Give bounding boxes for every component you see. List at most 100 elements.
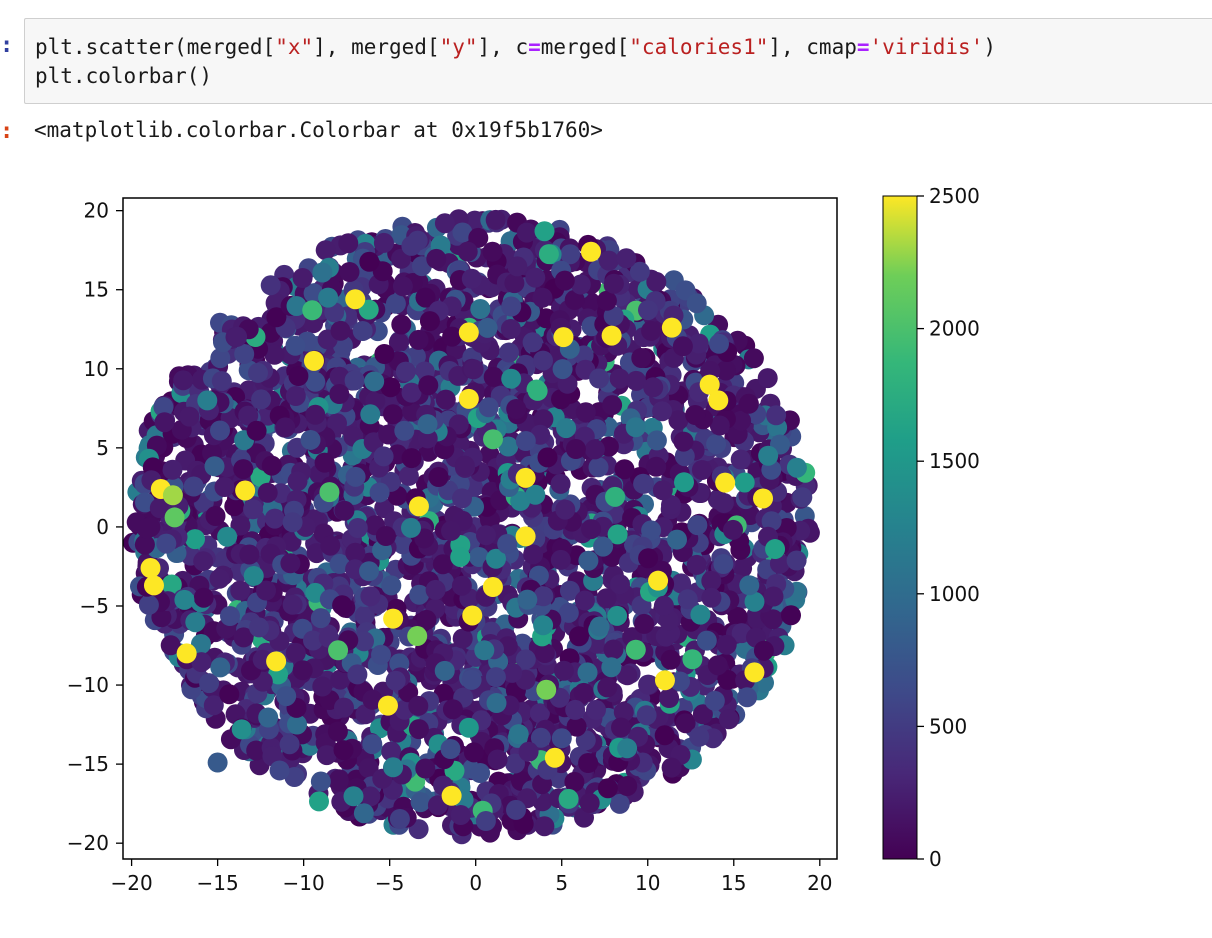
code-cell[interactable]: plt.scatter(merged["x"], merged["y"], c=… — [24, 18, 1212, 104]
scatter-point — [441, 520, 461, 541]
scatter-point — [264, 344, 285, 365]
scatter-point — [601, 657, 622, 678]
scatter-point — [377, 695, 398, 716]
scatter-point — [593, 536, 614, 557]
scatter-point — [573, 682, 594, 703]
scatter-point — [564, 289, 585, 310]
scatter-point — [603, 639, 624, 660]
scatter-point — [233, 627, 254, 648]
scatter-point — [565, 699, 586, 720]
scatter-point — [269, 760, 290, 781]
scatter-point — [463, 359, 484, 380]
scatter-point — [149, 498, 170, 519]
scatter-point — [515, 431, 536, 451]
scatter-point — [362, 689, 383, 710]
scatter-point — [740, 505, 761, 525]
code-token: = — [528, 35, 541, 59]
scatter-point — [660, 649, 681, 670]
y-tick-label: 0 — [96, 515, 109, 539]
scatter-point — [164, 507, 185, 528]
scatter-point — [655, 626, 676, 647]
scatter-point — [383, 404, 403, 425]
scatter-point — [636, 705, 657, 726]
scatter-point — [555, 499, 576, 520]
scatter-point — [319, 482, 340, 503]
scatter-point — [210, 420, 230, 441]
scatter-point — [565, 439, 586, 459]
scatter-point — [558, 788, 579, 809]
colorbar-tick-label: 1000 — [929, 582, 980, 606]
scatter-point — [515, 649, 536, 670]
scatter-point — [320, 535, 341, 556]
scatter-point — [265, 293, 286, 313]
scatter-point — [374, 344, 395, 364]
scatter-point — [580, 241, 601, 262]
scatter-point — [224, 496, 245, 517]
scatter-point — [659, 688, 680, 708]
scatter-point — [597, 778, 618, 799]
scatter-point — [677, 589, 698, 610]
scatter-point — [266, 651, 287, 672]
scatter-point — [474, 640, 495, 661]
scatter-point — [654, 725, 675, 746]
scatter-point — [261, 455, 282, 476]
scatter-point — [136, 518, 157, 539]
scatter-point — [338, 233, 359, 254]
scatter-point — [285, 386, 306, 406]
scatter-point — [279, 734, 300, 755]
scatter-point — [358, 299, 379, 320]
scatter-point — [614, 459, 635, 480]
scatter-point — [536, 679, 557, 700]
code-token: ], cmap — [768, 35, 857, 59]
x-tick-label: 0 — [469, 871, 482, 895]
scatter-point — [556, 418, 577, 439]
scatter-point — [685, 405, 706, 425]
scatter-point — [483, 366, 504, 387]
scatter-point — [530, 727, 551, 748]
scatter-point — [718, 709, 739, 730]
code-editor[interactable]: plt.scatter(merged["x"], merged["y"], c=… — [35, 33, 996, 91]
scatter-point — [686, 293, 707, 314]
scatter-point — [554, 270, 575, 291]
scatter-point — [533, 350, 553, 371]
scatter-point — [435, 389, 456, 410]
scatter-figure: −20 −15 −10 −5 0 5 10 15 20 20151050−5−10−15−20 … — [67, 184, 980, 895]
scatter-point — [510, 491, 531, 511]
scatter-point — [378, 424, 399, 445]
scatter-point — [329, 366, 350, 387]
scatter-point — [529, 703, 550, 724]
scatter-point — [551, 728, 572, 749]
scatter-point — [753, 488, 774, 509]
scatter-point — [345, 542, 366, 563]
scatter-point — [715, 472, 736, 493]
scatter-point — [288, 366, 309, 386]
scatter-point — [570, 274, 591, 295]
scatter-point — [205, 506, 226, 526]
scatter-point — [310, 608, 331, 629]
scatter-point — [302, 300, 323, 321]
scatter-point — [675, 713, 696, 734]
scatter-point — [616, 248, 637, 269]
scatter-point — [193, 551, 214, 572]
scatter-point — [527, 380, 548, 401]
scatter-point — [339, 262, 360, 282]
scatter-point — [415, 758, 436, 779]
scatter-point — [359, 251, 380, 272]
scatter-point — [243, 499, 264, 520]
scatter-point — [625, 639, 646, 660]
scatter-point — [359, 561, 380, 582]
scatter-point — [185, 529, 205, 550]
scatter-point — [316, 745, 337, 766]
colorbar-tick-label: 2000 — [929, 317, 980, 341]
scatter-point — [468, 227, 489, 248]
scatter-point — [230, 515, 251, 536]
scatter-point — [523, 544, 544, 565]
scatter-point — [191, 652, 212, 673]
scatter-point — [173, 370, 194, 391]
scatter-point — [533, 586, 554, 607]
scatter-point — [418, 375, 439, 396]
scatter-point — [409, 584, 430, 605]
scatter-point — [235, 480, 256, 501]
scatter-point — [442, 699, 463, 720]
scatter-point — [458, 322, 479, 343]
